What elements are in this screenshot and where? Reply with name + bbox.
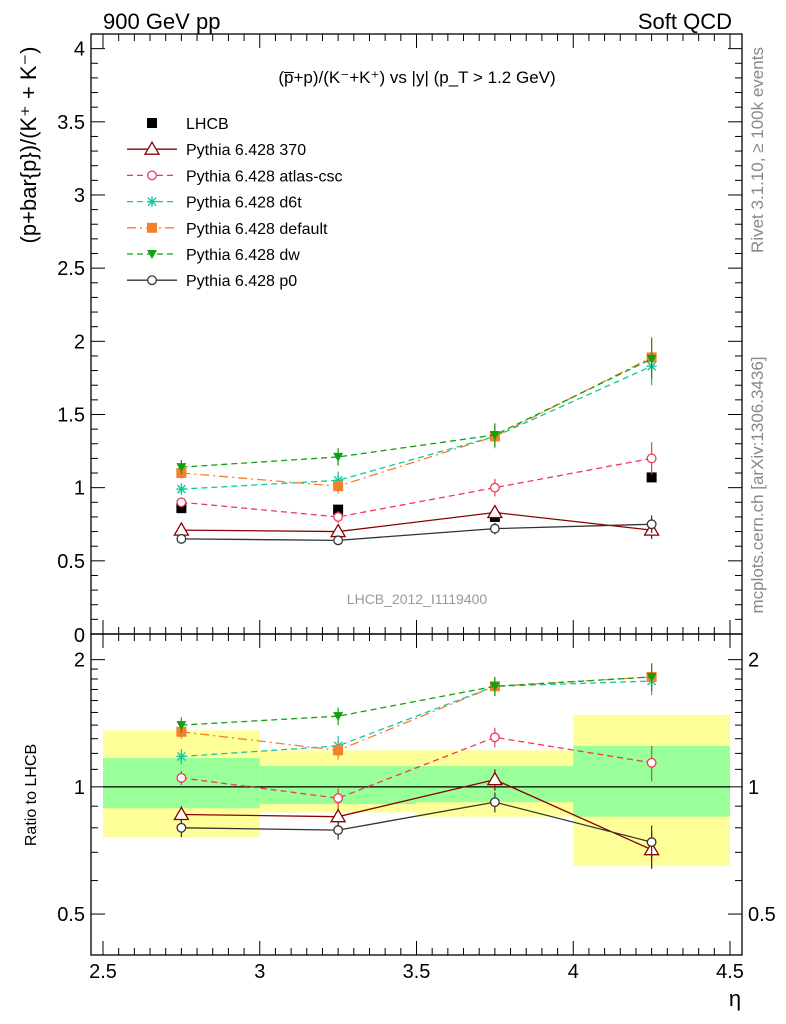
ratio-point-atlas_csc xyxy=(489,732,500,743)
main-series-line-p0 xyxy=(181,523,652,541)
main-y-tick-label: 1 xyxy=(74,478,85,500)
ratio-point-atlas_csc xyxy=(646,757,657,768)
ratio-y-tick-label-right: 2 xyxy=(748,650,759,672)
main-point-LHCB xyxy=(646,472,657,483)
main-point-p0 xyxy=(489,523,500,534)
main-y-tick-label: 3 xyxy=(74,185,85,207)
ratio-point-default xyxy=(333,745,344,756)
legend-marker-d6t xyxy=(147,196,157,207)
main-point-p0 xyxy=(176,533,187,544)
main-series-line-default xyxy=(181,356,652,487)
main-point-dw xyxy=(489,430,500,440)
legend-marker-atlas_csc xyxy=(147,170,157,181)
x-tick-label: 4 xyxy=(568,961,579,983)
ratio-point-atlas_csc xyxy=(176,772,187,783)
main-point-p0 xyxy=(333,535,344,546)
ratio-point-p0 xyxy=(489,797,500,808)
x-tick-label: 3 xyxy=(254,961,265,983)
ratio-y-tick-label-right: 0.5 xyxy=(748,904,776,926)
main-y-tick-label-zero: 0 xyxy=(74,625,85,647)
ratio-point-dw xyxy=(646,672,657,682)
main-series-line-atlas_csc xyxy=(181,457,652,518)
main-point-atlas_csc xyxy=(646,453,657,464)
main-y-tick-label: 2.5 xyxy=(57,258,85,280)
header-right: Soft QCD xyxy=(638,9,732,34)
main-point-LHCB xyxy=(333,504,344,515)
legend-label-LHCB: LHCB xyxy=(186,116,229,133)
legend-marker-default xyxy=(147,222,157,233)
watermark: LHCB_2012_I1119400 xyxy=(347,591,488,607)
header-left: 900 GeV pp xyxy=(103,9,220,34)
main-series-line-d6t xyxy=(181,365,652,490)
ratio-point-p0 xyxy=(333,825,344,836)
legend-marker-LHCB xyxy=(147,118,157,128)
x-tick-label: 4.5 xyxy=(716,961,744,983)
main-point-dw xyxy=(646,354,657,364)
legend-label-default: Pythia 6.428 default xyxy=(186,221,328,238)
main-point-atlas_csc xyxy=(333,511,344,522)
main-point-dw xyxy=(333,452,344,462)
main-point-atlas_csc xyxy=(176,497,187,508)
legend-label-dw: Pythia 6.428 dw xyxy=(186,247,300,264)
ratio-y-tick-label: 0.5 xyxy=(57,904,85,926)
x-axis-label: η xyxy=(729,986,741,1011)
main-y-tick-label: 3.5 xyxy=(57,112,85,134)
chart-title: (p̅+p)/(K⁻+K⁺) vs |y| (p_T > 1.2 GeV) xyxy=(278,68,555,87)
legend-label-p0: Pythia 6.428 p0 xyxy=(186,273,297,290)
main-point-atlas_csc xyxy=(489,482,500,493)
main-point-dw xyxy=(176,463,187,473)
ratio-series-line-dw xyxy=(181,676,652,726)
ratio-y-tick-label: 2 xyxy=(74,650,85,672)
ratio-series-line-atlas_csc xyxy=(181,736,652,799)
main-y-tick-label: 1.5 xyxy=(57,404,85,426)
x-tick-label: 2.5 xyxy=(89,961,117,983)
ratio-point-370 xyxy=(486,771,504,786)
ratio-y-tick-label-right: 1 xyxy=(748,777,759,799)
legend-marker-p0 xyxy=(147,275,157,286)
legend-label-d6t: Pythia 6.428 d6t xyxy=(186,195,302,212)
main-series-line-dw xyxy=(181,358,652,468)
ratio-series-line-p0 xyxy=(181,801,652,843)
main-y-axis-label: (p+bar{p})/(K⁺ + K⁻) xyxy=(16,47,41,244)
ratio-point-atlas_csc xyxy=(333,793,344,804)
ratio-point-p0 xyxy=(646,837,657,848)
main-point-d6t xyxy=(176,484,187,495)
ratio-point-dw xyxy=(176,721,187,731)
ratio-series-line-370 xyxy=(181,778,652,851)
ratio-y-tick-label: 1 xyxy=(74,777,85,799)
x-tick-label: 3.5 xyxy=(403,961,431,983)
rivet-label: Rivet 3.1.10, ≥ 100k events xyxy=(748,47,767,253)
main-y-tick-label: 4 xyxy=(74,39,85,61)
main-point-370 xyxy=(486,504,504,519)
main-y-tick-label: 2 xyxy=(74,331,85,353)
main-point-p0 xyxy=(646,519,657,530)
legend-label-atlas_csc: Pythia 6.428 atlas-csc xyxy=(186,168,343,185)
legend-marker-dw xyxy=(147,250,157,259)
main-point-370 xyxy=(173,521,190,536)
mcplots-label: mcplots.cern.ch [arXiv:1306.3436] xyxy=(748,356,767,613)
main-series-line-370 xyxy=(181,511,652,533)
ratio-series-line-d6t xyxy=(181,680,652,758)
ratio-point-dw xyxy=(489,682,500,692)
legend-marker-370 xyxy=(143,140,161,155)
ratio-point-dw xyxy=(333,712,344,722)
ratio-point-p0 xyxy=(176,822,187,833)
main-point-default xyxy=(333,481,344,492)
main-point-LHCB xyxy=(176,503,187,514)
ratio-y-axis-label: Ratio to LHCB xyxy=(23,744,40,846)
main-y-tick-label: 0.5 xyxy=(57,551,85,573)
ratio-point-d6t xyxy=(176,751,187,762)
legend-label-370: Pythia 6.428 370 xyxy=(186,142,306,159)
